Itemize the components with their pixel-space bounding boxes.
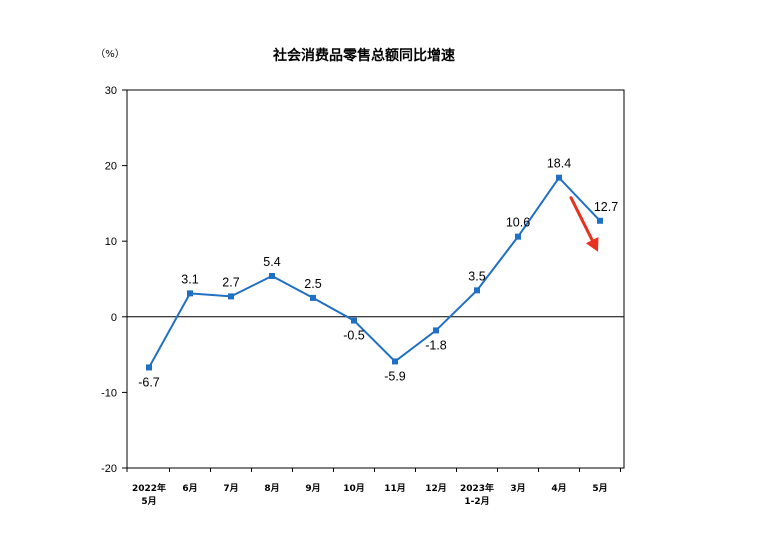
x-tick-label-line: 12月: [425, 483, 447, 494]
x-tick-label-line: 1-2月: [464, 496, 489, 507]
x-tick-label-line: 2023年: [460, 482, 494, 494]
data-point-marker: [146, 364, 152, 371]
series-line-group: [146, 174, 603, 371]
plot-frame: [126, 89, 625, 469]
y-tick-label: 10: [105, 236, 117, 248]
series-line: [148, 176, 601, 368]
trend-arrow-head: [585, 237, 599, 252]
data-label: 5.4: [263, 255, 280, 269]
data-point-marker: [269, 272, 275, 279]
x-tick-label-line: 10月: [343, 483, 365, 494]
annotation-group: [569, 196, 599, 252]
x-tick-label: 8月: [264, 483, 279, 494]
data-label: 10.6: [506, 216, 530, 230]
y-unit-label: （%）: [95, 48, 125, 60]
data-point-marker: [597, 217, 603, 224]
x-tick-label: 3月: [510, 483, 525, 494]
data-labels: -6.7 3.1 2.7 5.4 2.5 -0.5 -5.9 -1.8 3.5 10.6 18.4 1…: [138, 157, 618, 390]
data-point-marker: [351, 317, 357, 324]
data-point-marker: [433, 327, 439, 334]
x-tick-label-line: 7月: [223, 483, 238, 494]
x-tick-label-line: 5月: [592, 483, 607, 494]
x-tick-label-line: 6月: [182, 483, 197, 494]
data-label: 18.4: [547, 157, 571, 171]
data-label: 2.7: [222, 275, 239, 289]
data-point-marker: [556, 174, 562, 181]
data-label: -6.7: [138, 375, 160, 389]
y-tick-label: -10: [101, 387, 117, 399]
x-tick-label-line: 3月: [510, 483, 525, 494]
x-tick-label: 10月: [343, 483, 365, 494]
x-tick-label: 12月: [425, 483, 447, 494]
x-tick-label-line: 4月: [551, 483, 566, 494]
data-label: 2.5: [304, 277, 321, 291]
x-tick-label: 7月: [223, 483, 238, 494]
y-axis-ticks: 30 20 10 0 -10 -20: [101, 85, 127, 475]
x-tick-label-line: 11月: [384, 483, 406, 494]
x-axis-ticks: 2022年 5月 6月 7月 8月 9月 10月 11月 12月 2023年 1-2月 3月 4月 5月: [126, 468, 621, 507]
data-label: 12.7: [594, 200, 618, 214]
y-tick-label: 30: [105, 85, 117, 97]
data-point-marker: [228, 293, 234, 300]
data-label: 3.5: [468, 269, 485, 283]
plot-border: [126, 89, 625, 469]
x-tick-label-line: 2022年: [132, 482, 166, 494]
x-tick-label: 5月: [592, 483, 607, 494]
x-tick-label: 2022年 5月: [132, 482, 166, 507]
data-label: -5.9: [384, 369, 406, 383]
data-point-marker: [515, 233, 521, 240]
x-tick-label-line: 5月: [141, 496, 156, 507]
chart-title: 社会消费品零售总额同比增速: [272, 47, 455, 64]
x-tick-label: 4月: [551, 483, 566, 494]
x-tick-label: 11月: [384, 483, 406, 494]
data-point-marker: [187, 290, 193, 297]
y-tick-label: 0: [111, 312, 117, 324]
data-point-marker: [474, 287, 480, 294]
x-tick-label-line: 9月: [305, 483, 320, 494]
data-point-marker: [392, 358, 398, 365]
data-label: -1.8: [425, 338, 447, 352]
y-tick-label: -20: [101, 463, 117, 475]
x-tick-label-line: 8月: [264, 483, 279, 494]
trend-arrow-shaft: [569, 196, 594, 242]
x-tick-label: 2023年 1-2月: [460, 482, 494, 507]
x-tick-label: 6月: [182, 483, 197, 494]
x-tick-label: 9月: [305, 483, 320, 494]
data-point-marker: [310, 294, 316, 301]
y-tick-label: 20: [105, 161, 117, 173]
data-label: 3.1: [181, 272, 198, 286]
data-label: -0.5: [343, 329, 365, 343]
